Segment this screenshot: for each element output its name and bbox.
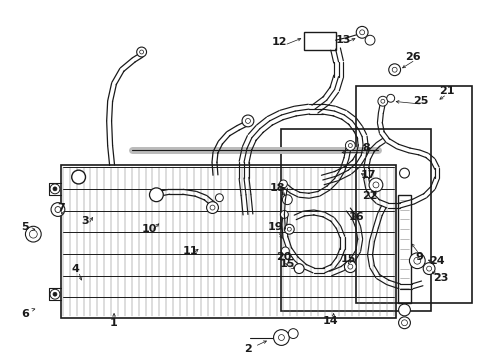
Circle shape [356,26,368,38]
Text: 10: 10 [142,224,157,234]
Bar [281,129,431,311]
Text: 19: 19 [268,222,283,232]
Circle shape [369,178,383,192]
Circle shape [72,170,85,184]
Circle shape [242,115,254,127]
Circle shape [55,207,61,212]
Circle shape [348,264,353,269]
Text: 3: 3 [82,216,89,226]
Circle shape [345,141,355,150]
Text: 1: 1 [110,318,118,328]
Circle shape [216,194,223,202]
Circle shape [360,30,365,35]
Text: 21: 21 [439,86,455,96]
Circle shape [50,184,60,194]
Circle shape [281,247,289,255]
Circle shape [288,329,298,338]
Circle shape [348,144,352,148]
Circle shape [392,67,397,72]
Circle shape [29,230,37,238]
Circle shape [294,264,304,274]
Circle shape [210,205,215,210]
Text: 18: 18 [270,183,285,193]
Text: 4: 4 [72,264,79,274]
Circle shape [398,304,411,316]
Bar [356,86,472,303]
Text: 17: 17 [360,170,376,180]
Circle shape [282,195,292,204]
Circle shape [279,180,287,188]
Circle shape [373,182,379,188]
Text: 12: 12 [272,37,287,47]
Circle shape [273,330,289,345]
Circle shape [245,118,250,123]
Circle shape [149,188,163,202]
Circle shape [284,224,294,234]
Circle shape [401,320,408,326]
Circle shape [399,168,410,178]
Circle shape [25,226,41,242]
Text: 15: 15 [341,254,356,264]
Text: 5: 5 [22,222,29,232]
Circle shape [53,187,57,191]
Circle shape [378,96,388,106]
Circle shape [389,64,400,76]
Circle shape [427,266,432,271]
Text: 24: 24 [429,256,445,266]
Text: 11: 11 [183,246,198,256]
Circle shape [280,211,288,219]
Circle shape [287,227,291,231]
Text: 8: 8 [362,144,370,153]
Text: 15: 15 [280,259,295,269]
Circle shape [423,263,435,275]
Text: 26: 26 [406,52,421,62]
Circle shape [278,334,284,341]
Circle shape [387,94,394,102]
Circle shape [410,253,425,269]
Bar [304,32,336,50]
Text: 14: 14 [323,316,339,326]
Text: 7: 7 [57,203,65,212]
Circle shape [137,47,147,57]
Text: 23: 23 [433,274,449,283]
Text: 2: 2 [244,345,252,354]
Text: 6: 6 [22,309,29,319]
Text: 16: 16 [348,212,364,222]
Circle shape [381,99,385,103]
Text: 9: 9 [416,252,423,262]
Text: 20: 20 [276,252,291,262]
Text: 25: 25 [414,96,429,106]
Bar [397,195,412,303]
Circle shape [140,50,144,54]
Text: 13: 13 [336,35,351,45]
Circle shape [207,202,219,213]
Text: 22: 22 [362,191,378,201]
Circle shape [365,35,375,45]
Circle shape [53,292,57,296]
Circle shape [398,317,411,329]
Circle shape [414,257,421,264]
Circle shape [344,261,356,273]
Circle shape [51,203,65,216]
Circle shape [50,289,60,299]
Bar [61,165,395,318]
